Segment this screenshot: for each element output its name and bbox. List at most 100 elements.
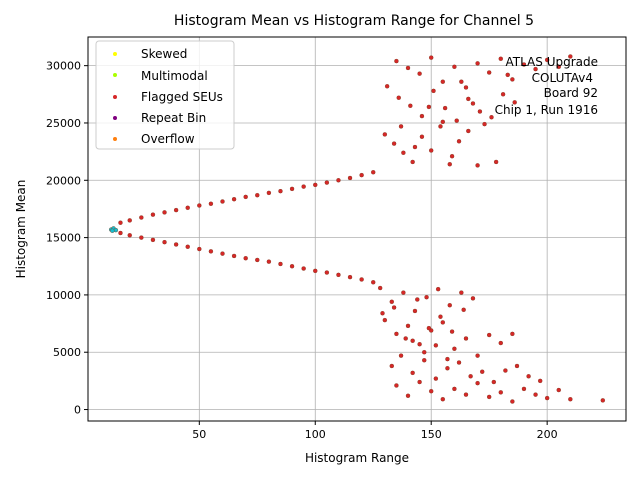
data-point: [447, 303, 452, 308]
data-point: [324, 180, 330, 185]
data-point: [486, 394, 492, 400]
data-point: [118, 230, 123, 236]
data-point: [447, 162, 452, 167]
data-point: [255, 192, 260, 198]
data-point: [415, 297, 420, 302]
data-point: [454, 118, 459, 123]
data-point: [301, 184, 306, 189]
legend-label-flagged-seus: Flagged SEUs: [141, 90, 223, 104]
x-tick-label: 150: [421, 428, 442, 441]
data-point: [510, 331, 515, 337]
data-point: [544, 395, 550, 401]
data-point: [466, 128, 471, 134]
data-point: [417, 71, 422, 76]
chart-title: Histogram Mean vs Histogram Range for Ch…: [174, 13, 534, 29]
data-point: [401, 290, 406, 295]
legend-marker-flagged-seus: [113, 95, 117, 99]
data-point: [429, 55, 434, 60]
data-point: [466, 96, 471, 102]
data-point: [382, 132, 388, 137]
data-point: [568, 397, 573, 402]
data-point: [438, 124, 443, 129]
data-point: [162, 210, 167, 215]
legend-marker-overflow: [113, 137, 117, 141]
data-point: [398, 353, 404, 358]
plot-frame: [87, 36, 627, 422]
data-point: [493, 159, 499, 165]
data-point: [359, 277, 364, 282]
data-point: [426, 104, 432, 110]
data-point: [526, 374, 531, 379]
data-point: [452, 64, 457, 70]
data-point: [556, 64, 561, 70]
data-point: [538, 378, 543, 384]
data-point: [347, 274, 353, 280]
legend-marker-skewed: [113, 52, 117, 56]
data-point: [336, 178, 341, 183]
data-point: [456, 360, 462, 365]
data-point: [208, 249, 214, 254]
data-point: [486, 332, 492, 338]
data-point: [500, 92, 506, 97]
data-point: [438, 314, 443, 319]
data-point: [459, 79, 464, 84]
data-point: [459, 290, 464, 295]
axis-ticks: 50 100 150 200 0 5000 10000 15000 20000 25000 3000…: [46, 60, 558, 441]
data-point: [380, 311, 385, 316]
data-point: [419, 134, 425, 139]
data-point: [243, 256, 248, 261]
data-point: [394, 383, 399, 388]
annotation: ATLAS Upgrade COLUTAv4 Board 92 Chip 1, …: [495, 55, 598, 117]
data-point: [475, 61, 480, 66]
data-point: [324, 270, 330, 275]
data-point: [475, 353, 480, 358]
data-point: [359, 172, 364, 178]
data-point: [405, 393, 411, 398]
data-point: [118, 220, 123, 225]
data-point: [503, 368, 508, 373]
y-tick-label: 0: [74, 404, 81, 417]
legend-label-multimodal: Multimodal: [141, 69, 208, 83]
data-point: [449, 329, 455, 334]
data-point: [533, 66, 538, 72]
data-point: [440, 320, 445, 325]
legend-box: [95, 40, 235, 150]
data-point: [208, 201, 214, 206]
data-point: [449, 154, 455, 159]
data-point: [498, 390, 503, 395]
data-point: [391, 305, 397, 310]
data-point: [433, 376, 439, 381]
data-point: [440, 119, 445, 125]
data-point: [417, 379, 422, 385]
data-point: [435, 286, 441, 292]
legend-label-skewed: Skewed: [141, 47, 187, 61]
y-axis-label: Histogram Mean: [14, 180, 28, 279]
data-point: [289, 264, 295, 269]
data-point: [429, 148, 434, 153]
data-point: [289, 186, 295, 192]
data-point: [410, 370, 415, 376]
data-point: [491, 379, 497, 385]
data-point: [440, 79, 445, 84]
data-point: [389, 299, 394, 304]
data-point: [231, 196, 237, 202]
data-point: [401, 150, 406, 155]
y-tick-label: 30000: [46, 60, 81, 73]
data-point: [127, 233, 132, 238]
legend-marker-multimodal: [113, 73, 117, 77]
legend-marker-repeat-bin: [113, 116, 117, 120]
data-point: [419, 113, 425, 119]
data-point: [498, 56, 503, 61]
data-point: [139, 215, 144, 220]
data-point: [243, 194, 248, 200]
legend-label-overflow: Overflow: [141, 132, 195, 146]
data-point: [445, 356, 450, 362]
data-point: [568, 54, 573, 59]
data-point: [433, 343, 439, 348]
data-point: [396, 95, 401, 100]
annotation-line-3: Board 92: [544, 86, 598, 100]
data-point: [480, 369, 485, 374]
data-point: [463, 85, 469, 90]
data-point: [394, 331, 399, 337]
